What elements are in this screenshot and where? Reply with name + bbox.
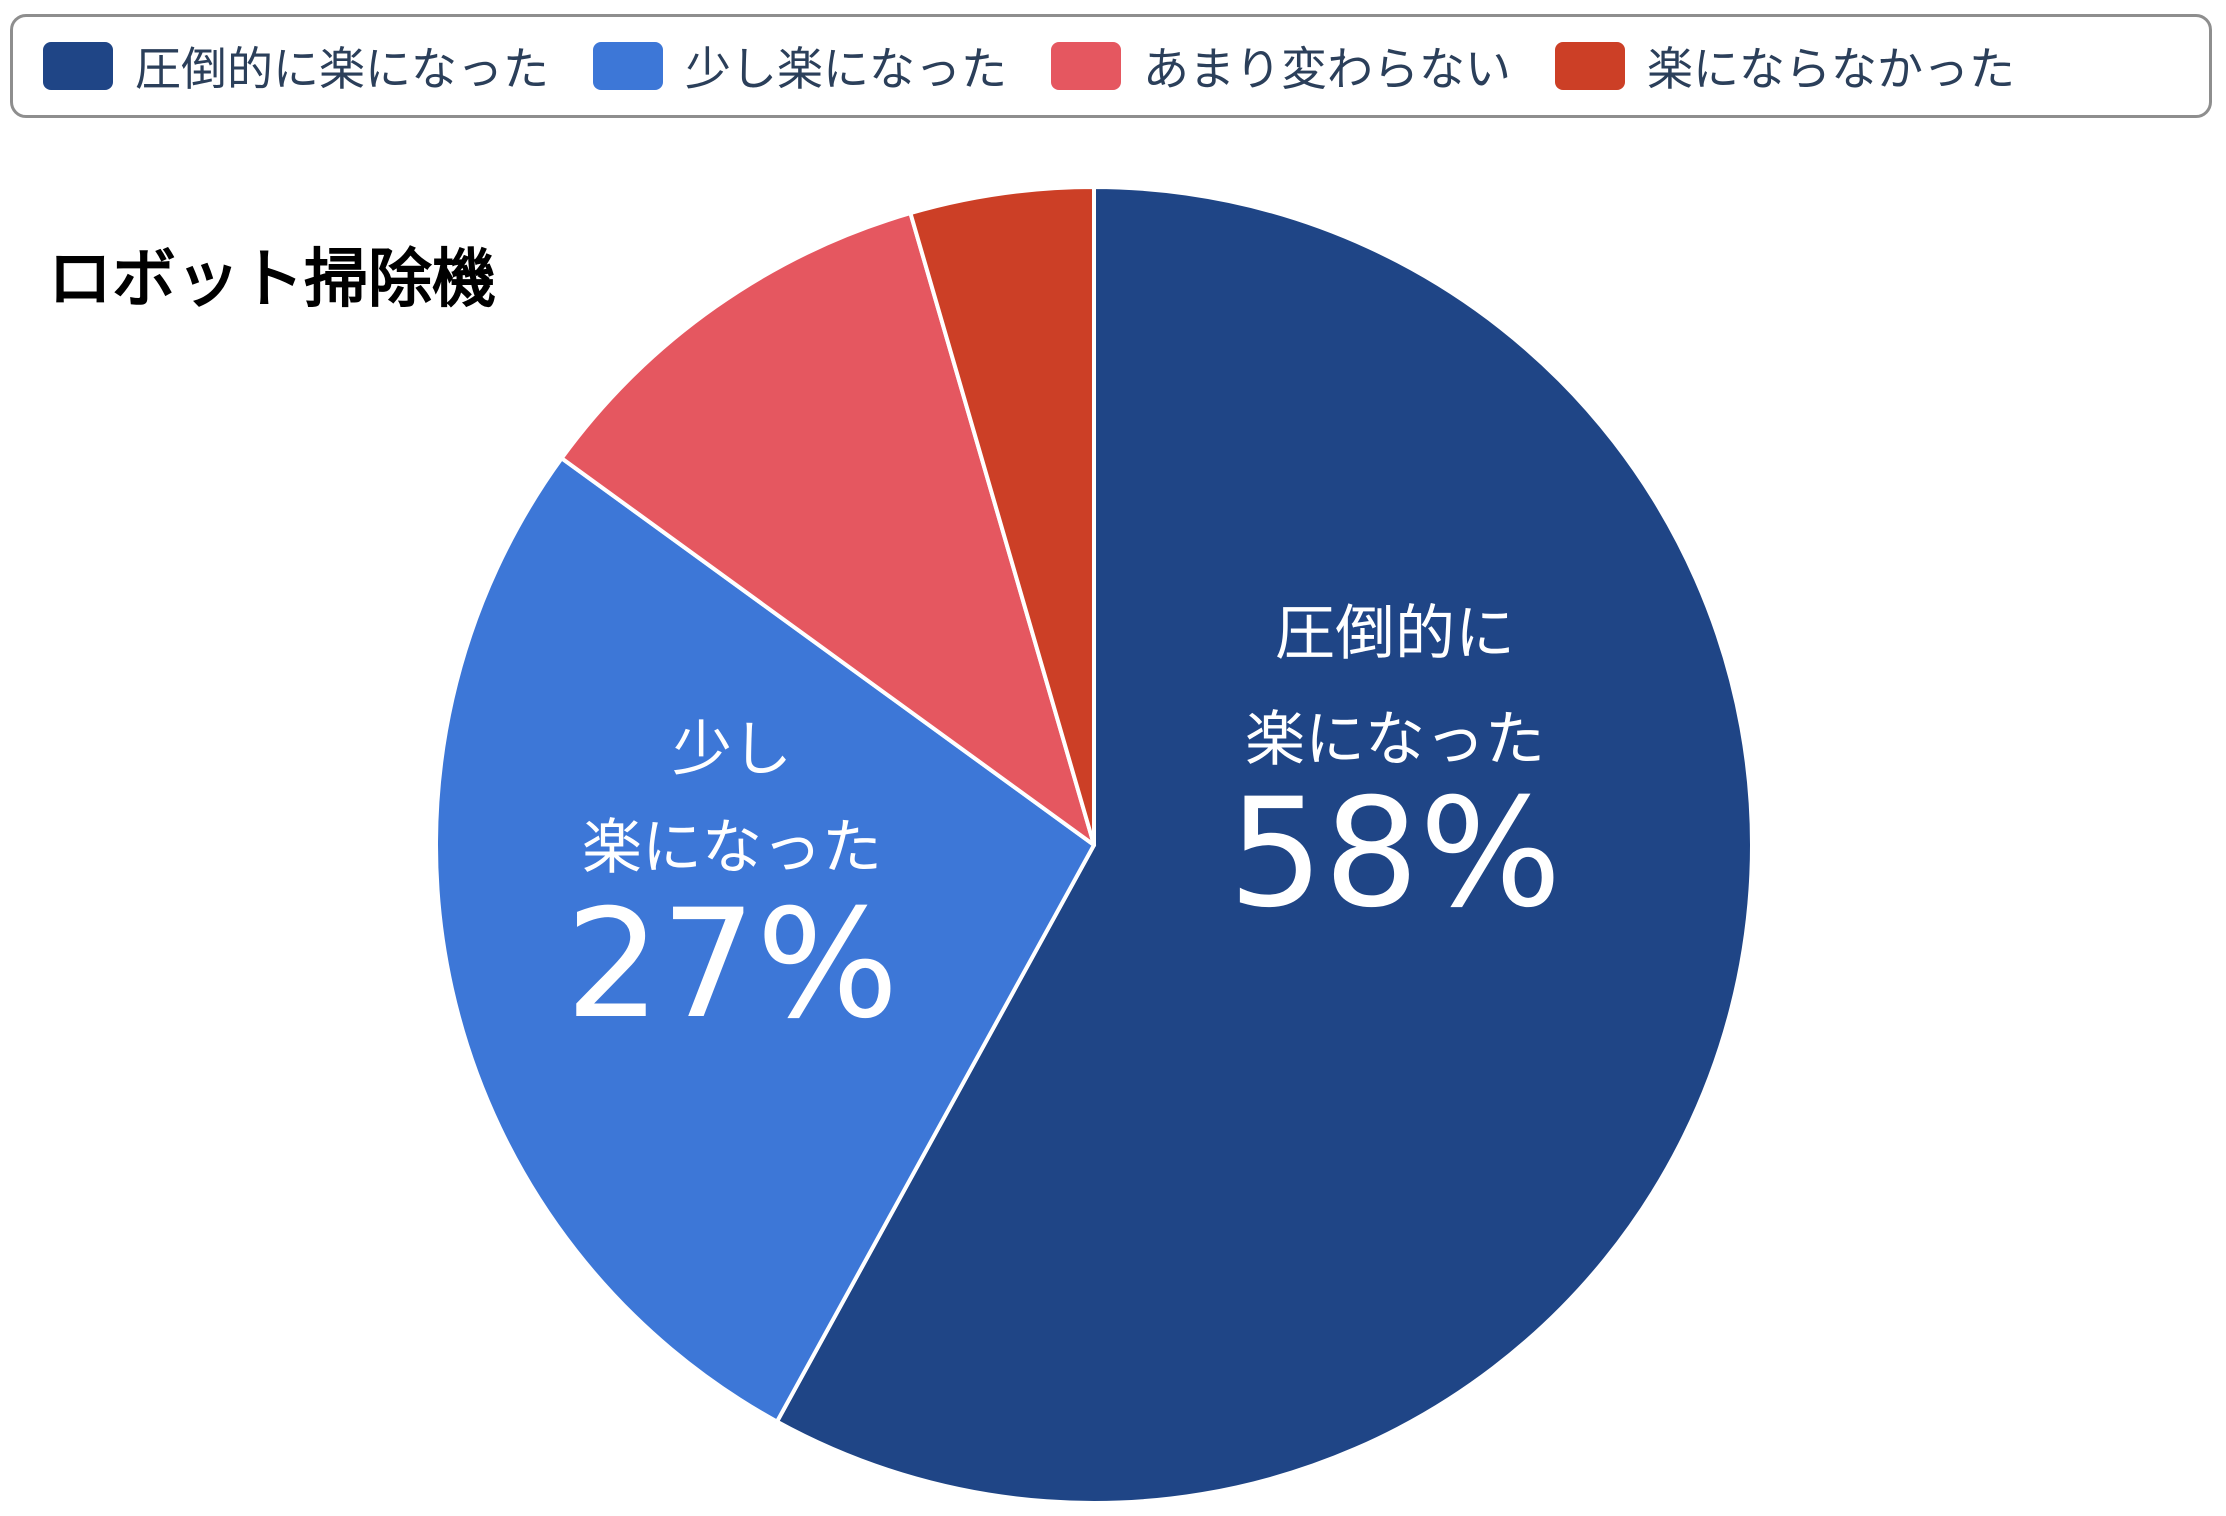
legend-label: あまり変わらない [1143, 42, 1511, 96]
slice-category-label: 楽になった [1245, 705, 1545, 775]
legend-item-not-easier[interactable]: 楽にならなかった [1555, 33, 2015, 99]
legend-swatch [593, 42, 663, 90]
slice-not-easier[interactable] [908, 185, 1096, 847]
chart-legend: 圧倒的に楽になった 少し楽になった あまり変わらない 楽にならなかった [10, 14, 2212, 118]
chart-title: ロボット掃除機 [48, 243, 496, 317]
slice-category-label: 楽になった [582, 813, 882, 883]
legend-swatch [1555, 42, 1625, 90]
slice-category-label: 少し [672, 715, 792, 785]
slice-percent-label: 58% [1228, 767, 1561, 941]
legend-item-slightly-easier[interactable]: 少し楽になった [593, 33, 1007, 99]
legend-label: 圧倒的に楽になった [135, 42, 549, 96]
legend-swatch [1051, 42, 1121, 90]
slice-overwhelmingly-easier[interactable] [775, 185, 1754, 1505]
slice-percent-label: 27% [565, 878, 898, 1052]
slice-slightly-easier[interactable] [434, 456, 1096, 1424]
legend-item-not-much-change[interactable]: あまり変わらない [1051, 33, 1511, 99]
legend-label: 楽にならなかった [1647, 42, 2015, 96]
legend-swatch [43, 42, 113, 90]
legend-item-overwhelmingly-easier[interactable]: 圧倒的に楽になった [43, 33, 549, 99]
legend-label: 少し楽になった [685, 42, 1007, 96]
slice-category-label: 圧倒的に [1275, 599, 1515, 669]
slice-not-much-change[interactable] [559, 211, 1096, 847]
